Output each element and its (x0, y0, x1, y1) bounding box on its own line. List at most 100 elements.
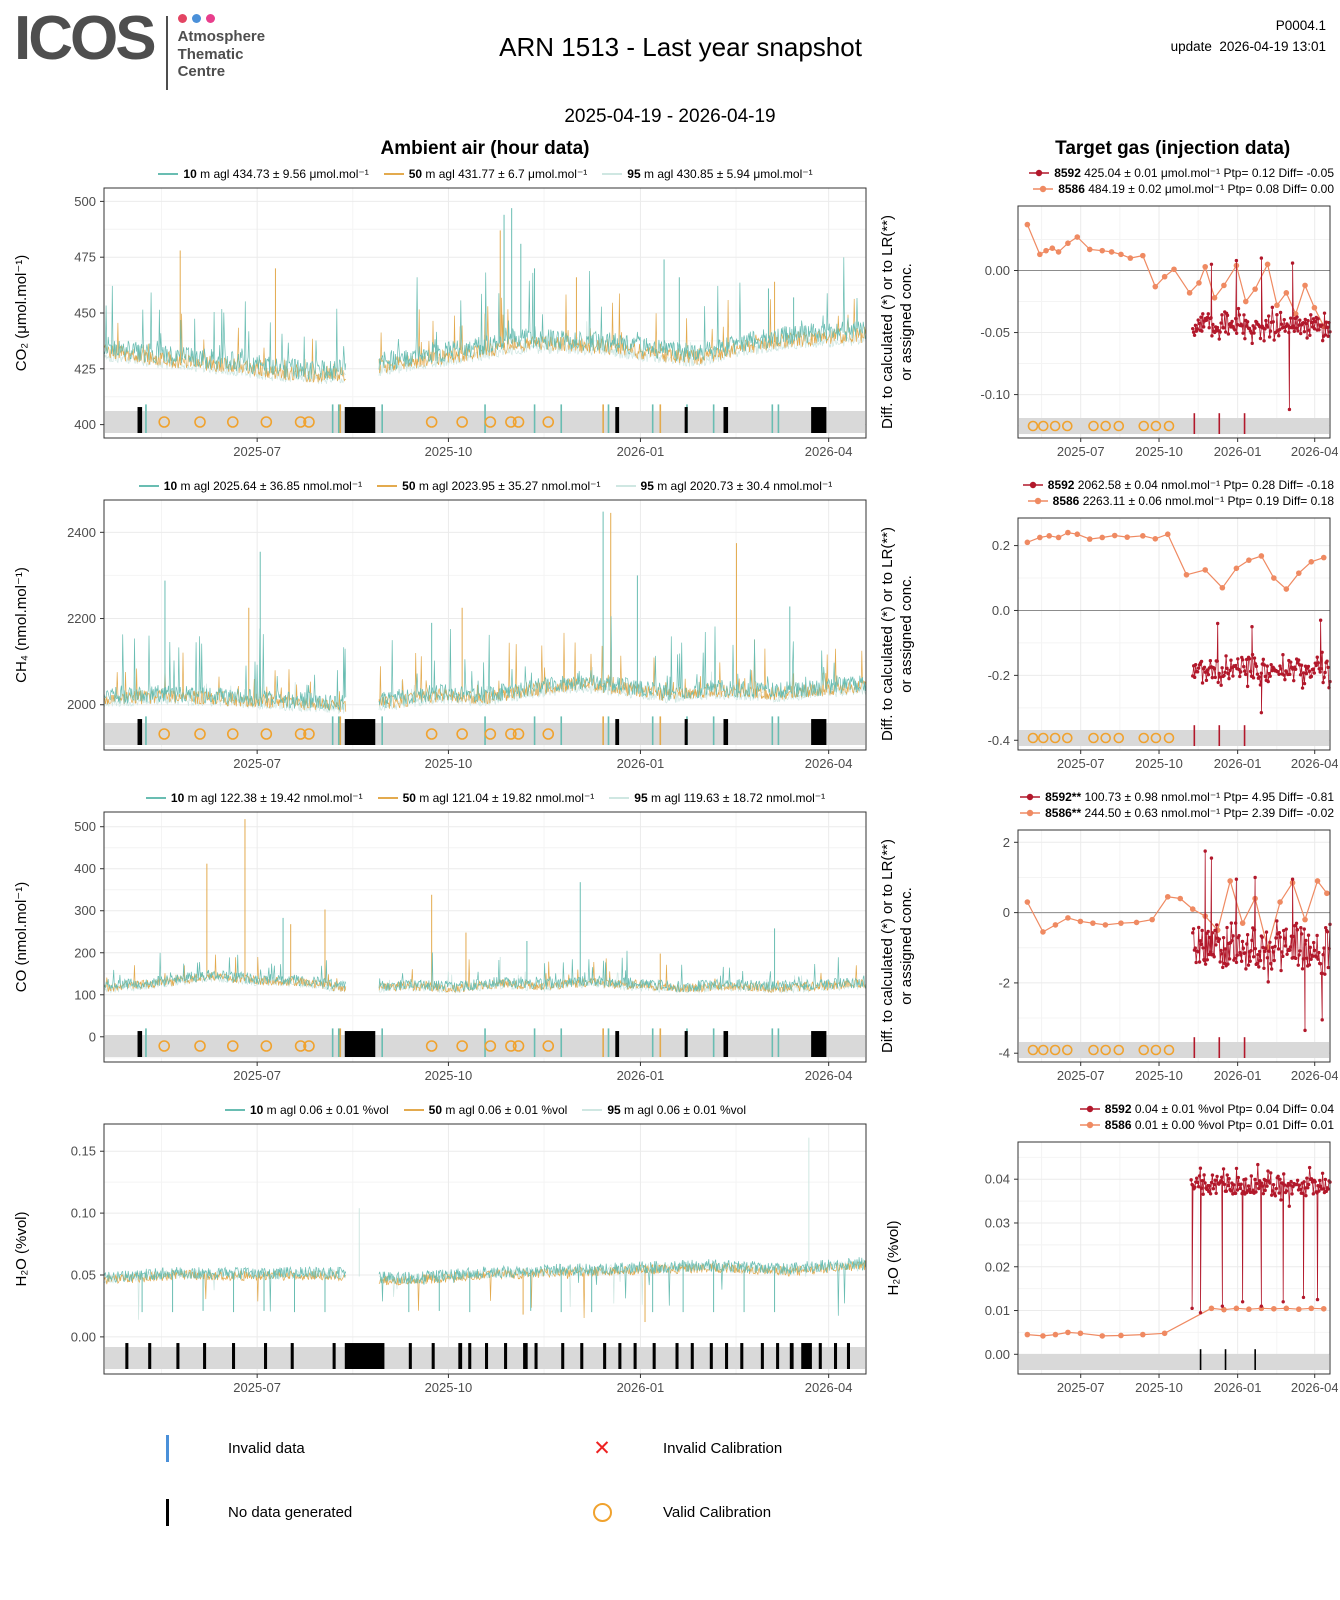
update-timestamp: update 2026-04-19 13:01 (1096, 39, 1326, 54)
ch4-ambient-cell: 10 m agl 2025.64 ± 36.85 nmol.mol⁻¹ 50 m … (4, 474, 876, 786)
svg-text:or assigned conc.: or assigned conc. (898, 263, 915, 381)
svg-text:300: 300 (74, 903, 96, 918)
svg-text:0: 0 (1003, 905, 1010, 920)
svg-text:2025-10: 2025-10 (1135, 756, 1183, 771)
svg-text:2026-01: 2026-01 (617, 1380, 665, 1395)
svg-text:0.10: 0.10 (71, 1206, 96, 1221)
point-line-swatch-icon (1033, 185, 1054, 192)
point-line-swatch-icon (1029, 169, 1050, 176)
legend-item: 8592 425.04 ± 0.01 μmol.mol⁻¹ Ptp= 0.12 … (1028, 166, 1334, 180)
svg-text:2026-04: 2026-04 (805, 756, 853, 771)
svg-text:2025-10: 2025-10 (425, 444, 473, 459)
legend-no-data: No data generated (154, 1498, 589, 1526)
svg-text:0.15: 0.15 (71, 1144, 96, 1159)
line-swatch-icon (609, 797, 630, 799)
brand-dot-2 (191, 14, 201, 23)
legend-label: 8592 0.04 ± 0.01 %vol Ptp= 0.04 Diff= 0.… (1104, 1101, 1334, 1116)
svg-text:2025-10: 2025-10 (1135, 444, 1183, 459)
ambient-column-title-wrap: Ambient air (hour data) (4, 138, 875, 160)
point-line-swatch-icon (1027, 497, 1048, 504)
legend-item: 8586 2263.11 ± 0.06 nmol.mol⁻¹ Ptp= 0.19… (1027, 494, 1334, 508)
h2o-ambient-chart: 0.00 0.05 0.10 0.15 2025-07 2025-10 2026-01 202… (13, 1123, 867, 1395)
legend-label: 8586 484.19 ± 0.02 μmol.mol⁻¹ Ptp= 0.08 … (1058, 181, 1334, 196)
svg-text:2026-01: 2026-01 (1214, 756, 1262, 771)
h2o-target-legend: 8592 0.04 ± 0.01 %vol Ptp= 0.04 Diff= 0.… (1018, 1098, 1334, 1136)
legend-item: 50 m agl 0.06 ± 0.01 %vol (403, 1103, 567, 1117)
h2o-target-chart: 0.00 0.01 0.02 0.03 0.04 2025-07 2025-10 2026-0… (885, 1141, 1338, 1395)
co2-ambient-chart: 400 425 450 475 500 2025-07 2025-10 2026-01 2026… (13, 187, 867, 459)
svg-text:2026-04: 2026-04 (805, 1380, 853, 1395)
legend-label: 8586** 244.50 ± 0.63 nmol.mol⁻¹ Ptp= 2.3… (1045, 805, 1334, 820)
svg-text:-0.4: -0.4 (988, 733, 1010, 748)
ch4-ambient-chart: 2000 2200 2400 2025-07 2025-10 2026-01 2026-04… (13, 499, 867, 771)
svg-text:-0.10: -0.10 (980, 387, 1010, 402)
legend-label: 95 m agl 2020.73 ± 30.4 nmol.mol⁻¹ (640, 479, 833, 493)
brand-separator (165, 16, 168, 90)
target-column-title: Target gas (injection data) (1055, 138, 1291, 159)
report-version: P0004.1 (1275, 18, 1326, 33)
legend-item: 10 m agl 434.73 ± 9.56 μmol.mol⁻¹ (157, 167, 369, 181)
chart-grid: 10 m agl 434.73 ± 9.56 μmol.mol⁻¹ 50 m ag… (4, 162, 1338, 1410)
svg-text:2026-01: 2026-01 (617, 1068, 665, 1083)
svg-text:2026-01: 2026-01 (1214, 1380, 1262, 1395)
svg-text:2026-01: 2026-01 (1214, 1068, 1262, 1083)
svg-text:0.2: 0.2 (992, 538, 1010, 553)
svg-text:450: 450 (74, 306, 96, 321)
svg-text:2026-01: 2026-01 (617, 756, 665, 771)
column-titles: Ambient air (hour data) Target gas (inje… (4, 138, 1336, 160)
legend-item: 8586** 244.50 ± 0.63 nmol.mol⁻¹ Ptp= 2.3… (1019, 806, 1334, 820)
legend-item: 8592 0.04 ± 0.01 %vol Ptp= 0.04 Diff= 0.… (1079, 1102, 1334, 1116)
ch4-ambient-legend: 10 m agl 2025.64 ± 36.85 nmol.mol⁻¹ 50 m … (104, 474, 866, 494)
legend-label: 50 m agl 431.77 ± 6.7 μmol.mol⁻¹ (408, 167, 588, 181)
legend-label: 50 m agl 2023.95 ± 35.27 nmol.mol⁻¹ (402, 479, 601, 493)
date-range-subtitle: 2025-04-19 - 2026-04-19 (564, 106, 776, 127)
legend-item: 10 m agl 122.38 ± 19.42 nmol.mol⁻¹ (145, 791, 363, 805)
svg-text:0.0: 0.0 (992, 603, 1010, 618)
icos-brand: ICOS Atmosphere Thematic Centre (4, 8, 266, 90)
svg-text:-0.2: -0.2 (988, 668, 1010, 683)
legend-label: 8592 425.04 ± 0.01 μmol.mol⁻¹ Ptp= 0.12 … (1054, 165, 1334, 180)
svg-text:2200: 2200 (67, 611, 96, 626)
co2-ambient-legend: 10 m agl 434.73 ± 9.56 μmol.mol⁻¹ 50 m ag… (104, 162, 866, 182)
legend-item: 10 m agl 0.06 ± 0.01 %vol (224, 1103, 389, 1117)
svg-text:2025-07: 2025-07 (1057, 1380, 1105, 1395)
svg-text:2025-07: 2025-07 (233, 1068, 281, 1083)
co-target-chart: 2 0 -2 -4 2025-07 2025-10 2026-01 2026-04 Diff. … (879, 829, 1338, 1083)
chart-row-ch4: 10 m agl 2025.64 ± 36.85 nmol.mol⁻¹ 50 m … (4, 474, 1338, 786)
svg-text:100: 100 (74, 987, 96, 1002)
legend-item: 95 m agl 0.06 ± 0.01 %vol (581, 1103, 746, 1117)
svg-text:2025-10: 2025-10 (1135, 1068, 1183, 1083)
svg-text:425: 425 (74, 361, 96, 376)
brand-line-3: Centre (177, 63, 226, 81)
svg-text:0.03: 0.03 (985, 1215, 1010, 1230)
valid-calibration-marker (589, 1498, 615, 1526)
svg-text:0.04: 0.04 (985, 1172, 1010, 1187)
svg-text:2025-07: 2025-07 (233, 1380, 281, 1395)
svg-text:2026-04: 2026-04 (805, 1068, 853, 1083)
svg-text:2025-07: 2025-07 (1057, 1068, 1105, 1083)
h2o-target-cell: 8592 0.04 ± 0.01 %vol Ptp= 0.04 Diff= 0.… (876, 1098, 1338, 1410)
co2-target-cell: 8592 425.04 ± 0.01 μmol.mol⁻¹ Ptp= 0.12 … (876, 162, 1338, 474)
brand-line-1: Atmosphere (177, 28, 266, 45)
point-line-swatch-icon (1020, 809, 1041, 816)
svg-text:0.02: 0.02 (985, 1259, 1010, 1274)
svg-text:2025-10: 2025-10 (425, 1068, 473, 1083)
line-swatch-icon (158, 173, 179, 175)
legend-item: 10 m agl 2025.64 ± 36.85 nmol.mol⁻¹ (138, 479, 362, 493)
co-ambient-chart: 0 100 200 300 400 500 2025-07 2025-10 2026-01 202… (13, 811, 867, 1083)
legend-item: 50 m agl 121.04 ± 19.82 nmol.mol⁻¹ (377, 791, 595, 805)
legend-label: 10 m agl 434.73 ± 9.56 μmol.mol⁻¹ (183, 167, 369, 181)
circle-icon (592, 1502, 612, 1522)
invalid-calibration-marker: ✕ (589, 1434, 615, 1462)
legend-label: 50 m agl 121.04 ± 19.82 nmol.mol⁻¹ (402, 791, 595, 805)
svg-text:2025-10: 2025-10 (1135, 1380, 1183, 1395)
svg-text:0.00: 0.00 (71, 1329, 96, 1344)
update-label: update (1170, 39, 1212, 54)
legend-label: 95 m agl 430.85 ± 5.94 μmol.mol⁻¹ (627, 167, 813, 181)
ch4-target-cell: 8592 2062.58 ± 0.04 nmol.mol⁻¹ Ptp= 0.28… (876, 474, 1338, 786)
svg-text:400: 400 (74, 417, 96, 432)
chart-row-h2o: 10 m agl 0.06 ± 0.01 %vol 50 m agl 0.06 ±… (4, 1098, 1338, 1410)
valid-calibration-label: Valid Calibration (663, 1503, 772, 1521)
co2-ambient-cell: 10 m agl 434.73 ± 9.56 μmol.mol⁻¹ 50 m ag… (4, 162, 876, 474)
